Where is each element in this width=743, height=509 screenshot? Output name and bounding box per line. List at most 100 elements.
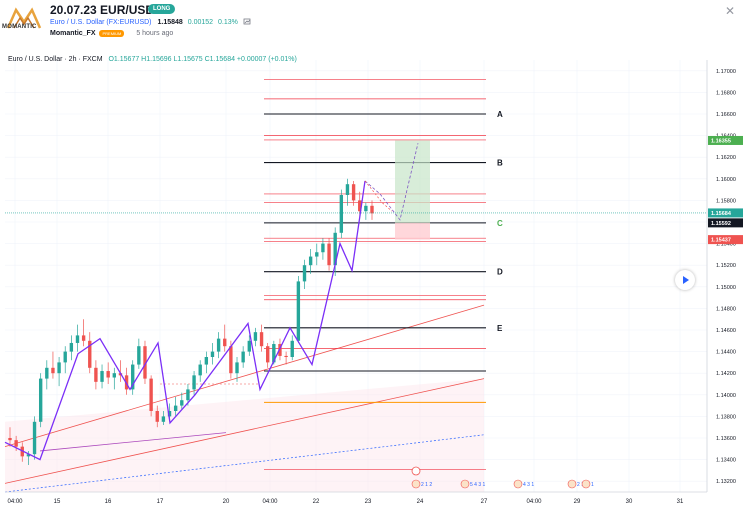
trend-line-lower [4, 378, 485, 484]
time-tick: 20 [223, 499, 230, 505]
price-axis-badge-1 [708, 208, 743, 218]
symbol-price: 1.15848 [157, 18, 183, 26]
trend-line-dotted [4, 434, 485, 493]
candle-body [137, 346, 141, 365]
candle-body [204, 357, 209, 365]
event-marker-text-2: 4 3 1 [523, 482, 534, 488]
candle-body [315, 252, 319, 257]
price-tick: 1.14000 [716, 393, 736, 399]
candle-body [198, 364, 202, 376]
price-tick: 1.15800 [716, 198, 736, 204]
price-axis-badge-text-3: 1.15437 [711, 238, 731, 244]
candle-body [192, 375, 196, 390]
premium-badge: PREMIUM [99, 30, 125, 37]
candle-body [259, 332, 264, 347]
price-tick: 1.15200 [716, 263, 736, 269]
time-tick: 04:00 [262, 499, 278, 505]
shaded-zone [5, 378, 484, 492]
price-axis-badge-3 [708, 235, 743, 245]
chart-legend: Euro / U.S. Dollar · 2h · FXCM O1.15677 … [8, 56, 297, 63]
price-tick: 1.16600 [716, 112, 736, 118]
event-marker-1 [460, 479, 470, 489]
time-tick: 15 [54, 499, 61, 505]
candle-body [75, 335, 80, 343]
logo-text: MOMANTIC [2, 24, 37, 30]
projection-path [364, 143, 419, 221]
candle-body [370, 205, 374, 214]
event-marker-text-4: 1 [591, 482, 594, 488]
level-label-e: E [497, 324, 503, 333]
event-marker-3 [567, 479, 577, 489]
price-tick: 1.16800 [716, 90, 736, 96]
candle-body [253, 332, 258, 341]
trend-line-purple [39, 432, 227, 452]
candle-body [186, 389, 190, 401]
candle-body [345, 184, 350, 195]
time-tick: 04:00 [7, 499, 23, 505]
candle-body [81, 335, 86, 341]
candle-body [63, 351, 67, 363]
price-chart[interactable]: ABCDE1.170001.168001.166001.164001.16200… [0, 46, 743, 509]
candle-body [284, 355, 288, 357]
candle-body [161, 416, 166, 422]
candle-body [143, 346, 147, 379]
level-label-a: A [497, 110, 503, 119]
candle-body [100, 371, 104, 382]
price-tick: 1.16200 [716, 155, 736, 161]
candle-body [241, 351, 245, 363]
candle-body [339, 195, 344, 233]
close-icon[interactable]: ✕ [724, 4, 735, 18]
event-marker-4 [581, 479, 591, 489]
replay-button[interactable] [675, 270, 695, 290]
price-tick: 1.14800 [716, 306, 736, 312]
idea-title[interactable]: 20.07.23 EUR/USD [50, 3, 155, 17]
projection-red [364, 180, 393, 212]
candle-body [321, 243, 325, 253]
candle-body [278, 344, 282, 356]
price-tick: 1.13200 [716, 479, 736, 485]
candle-body [94, 367, 98, 382]
candle-body [272, 344, 276, 363]
candle-body [38, 378, 43, 422]
symbol-change-pct: 0.13% [218, 18, 238, 26]
price-axis-badge-2 [708, 218, 743, 228]
candle-body [88, 340, 92, 368]
candles-group [8, 178, 374, 465]
candle-body [247, 340, 251, 352]
candle-body [26, 454, 31, 457]
long-badge: LONG [148, 4, 176, 14]
candle-body [51, 367, 55, 374]
price-tick: 1.16000 [716, 177, 736, 183]
price-axis-badge-text-2: 1.15592 [711, 221, 731, 227]
candle-body [8, 438, 12, 441]
time-tick: 27 [481, 499, 488, 505]
price-tick: 1.14200 [716, 371, 736, 377]
time-tick: 17 [157, 499, 164, 505]
price-tick: 1.15000 [716, 285, 736, 291]
candle-body [180, 400, 184, 406]
level-label-c: C [497, 219, 503, 228]
candle-body [173, 405, 178, 411]
candle-body [327, 243, 331, 266]
candle-body [358, 200, 362, 212]
symbol-link[interactable]: Euro / U.S. Dollar (FX:EURUSD) [50, 18, 152, 26]
author-name[interactable]: Momantic_FX [50, 30, 96, 37]
candle-body [296, 281, 301, 341]
candle-body [112, 373, 116, 378]
time-ago: 5 hours ago [136, 30, 174, 37]
candle-body [149, 378, 153, 411]
zigzag-line [4, 180, 366, 461]
event-marker-text-3: 2 1 [577, 482, 584, 488]
legend-symbol: Euro / U.S. Dollar · 2h · FXCM [8, 56, 103, 63]
time-tick: 24 [417, 499, 424, 505]
stop-zone [395, 222, 430, 240]
time-tick: 23 [365, 499, 372, 505]
momantic-logo [6, 7, 42, 29]
level-label-d: D [497, 268, 503, 277]
candle-body [308, 256, 313, 266]
symbol-line: Euro / U.S. Dollar (FX:EURUSD) 1.15848 0… [50, 18, 252, 26]
price-tick: 1.15400 [716, 242, 736, 248]
candle-body [45, 367, 49, 379]
compare-icon[interactable] [243, 18, 252, 26]
candle-body [266, 346, 270, 363]
